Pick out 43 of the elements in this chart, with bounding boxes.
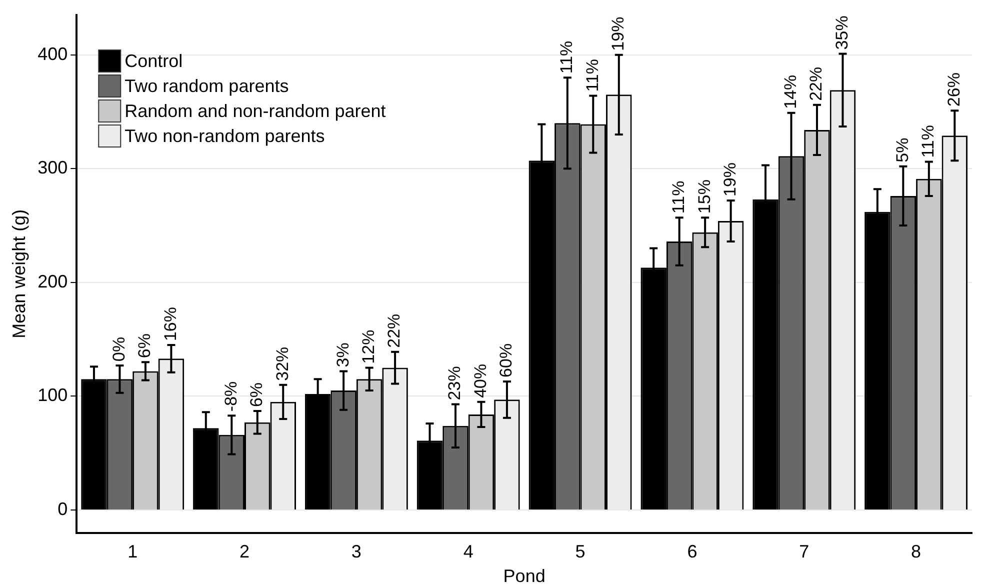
annotation: 6% [247,382,266,408]
annotation: 11% [918,125,938,158]
annotation: -8% [221,381,240,412]
annotation: 15% [694,180,714,214]
annotation: 11% [557,40,576,74]
y-tick-label: 400 [38,44,68,64]
y-tick-label: 300 [38,158,68,178]
annotation: 5% [892,138,912,162]
legend-label: Two non-random parents [124,126,325,146]
annotation: 23% [445,366,464,400]
y-tick-label: 0 [58,499,68,520]
x-tick-label: 7 [799,542,810,562]
legend-label: Random and non-random parent [124,100,386,121]
annotation: 16% [160,306,180,342]
annotation: 12% [358,330,378,364]
annotation: 11% [582,59,602,92]
annotation: 19% [720,162,740,196]
annotation: 22% [806,66,826,101]
annotation: 35% [832,16,852,50]
legend-label: Two random parents [124,76,289,96]
annotation: 32% [272,346,292,381]
x-tick-label: 8 [911,542,922,562]
annotation: 11% [669,180,688,214]
annotation: 26% [944,72,964,107]
annotation: 40% [470,364,490,398]
x-tick-label: 6 [687,542,698,562]
x-tick-label: 5 [575,542,586,562]
annotation: 19% [608,16,628,51]
annotation: 6% [135,334,154,358]
annotation: 0% [109,336,128,362]
x-tick-label: 4 [463,542,474,562]
x-tick-label: 1 [128,542,138,562]
annotation: 22% [384,314,404,348]
legend-label: Control [124,50,183,71]
x-tick-label: 3 [351,542,362,562]
y-tick-label: 100 [38,385,68,406]
annotation: 60% [496,343,516,378]
y-axis-title: Mean weight (g) [8,209,29,338]
x-tick-label: 2 [240,542,250,562]
annotation: 14% [780,74,800,109]
annotation: 3% [333,342,352,368]
x-axis-title: Pond [503,566,546,586]
y-tick-label: 200 [38,271,68,292]
